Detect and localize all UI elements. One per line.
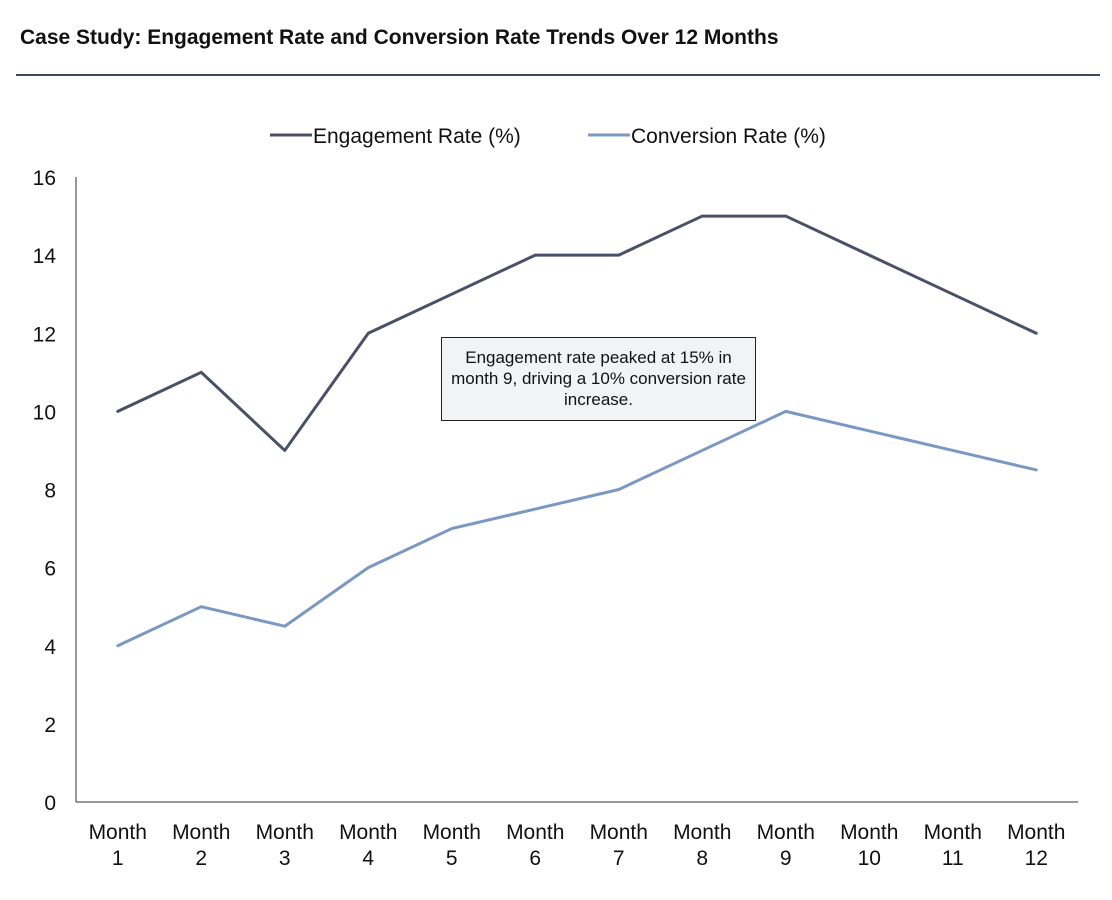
x-tick-label: Month 2	[172, 821, 230, 870]
x-tick-label: Month 11	[924, 821, 982, 870]
conversion-rate-line	[116, 409, 1038, 648]
x-tick-label: Month 4	[339, 821, 397, 870]
y-tick-label: 4	[44, 636, 56, 659]
y-tick-label: 16	[33, 167, 56, 190]
x-tick-label: Month 9	[757, 821, 815, 870]
chart-title: Case Study: Engagement Rate and Conversi…	[20, 26, 779, 49]
x-tick-label: Month 8	[673, 821, 731, 870]
x-tick-label: Month 12	[1007, 821, 1065, 870]
chart-annotation: Engagement rate peaked at 15% in month 9…	[441, 337, 756, 421]
x-tick-label: Month 6	[506, 821, 564, 870]
y-tick-label: 12	[33, 323, 56, 346]
y-tick-label: 14	[33, 245, 57, 268]
y-tick-label: 6	[44, 558, 56, 581]
x-tick-label: Month 7	[590, 821, 648, 870]
legend-engagement-label: Engagement Rate (%)	[313, 125, 521, 148]
engagement-rate-line	[116, 214, 1038, 452]
y-tick-label: 8	[44, 480, 56, 503]
legend-conversion-label: Conversion Rate (%)	[631, 125, 826, 148]
x-tick-label: Month 3	[256, 821, 314, 870]
x-tick-label: Month 1	[89, 821, 147, 870]
y-tick-label: 0	[44, 792, 56, 815]
x-tick-label: Month 10	[840, 821, 898, 870]
y-tick-label: 10	[33, 401, 56, 424]
x-tick-label: Month 5	[423, 821, 481, 870]
title-divider	[16, 74, 1100, 76]
y-tick-label: 2	[44, 714, 56, 737]
